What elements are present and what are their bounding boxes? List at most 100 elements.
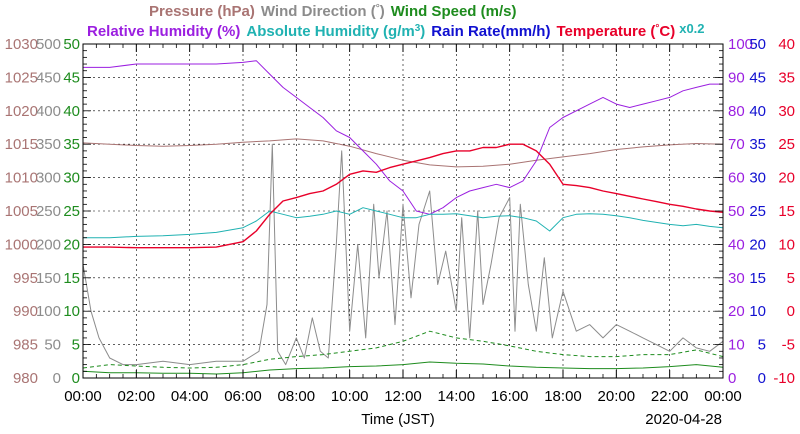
rain-tick-label: 25: [749, 203, 766, 220]
wind_direction-tick-label: 450: [36, 69, 61, 86]
wind_speed-tick-label: 35: [63, 136, 80, 153]
series-line-wind-speed-gust-m-s: [82, 330, 724, 369]
humidity-tick-label: 20: [728, 303, 745, 320]
x-tick-label: 00:00: [64, 388, 102, 405]
pressure-tick-label: 995: [13, 270, 38, 287]
legend-row-2: Relative Humidity (%) Absolute Humidity (…: [87, 21, 705, 40]
humidity-tick-label: 40: [728, 236, 745, 253]
temperature-tick-label: -10: [773, 370, 795, 387]
wind_direction-tick-label: 200: [36, 236, 61, 253]
rain-tick-label: 15: [749, 270, 766, 287]
temperature-tick-label: 10: [778, 236, 795, 253]
wind_speed-tick-label: 40: [63, 103, 80, 120]
rain-tick-label: 10: [749, 303, 766, 320]
x-tick-label: 00:00: [704, 388, 742, 405]
pressure-tick-label: 985: [13, 337, 38, 354]
temperature-tick-label: 5: [787, 270, 795, 287]
rain-tick-label: 5: [758, 337, 766, 354]
x-tick-label: 04:00: [171, 388, 209, 405]
wind_direction-tick-label: 350: [36, 136, 61, 153]
wind_direction-tick-label: 250: [36, 203, 61, 220]
legend-row1-text-item: Pressure (hPa): [149, 3, 255, 20]
x-tick-label: 10:00: [331, 388, 369, 405]
humidity-tick-label: 30: [728, 270, 745, 287]
series-line-relative-humidity: [83, 60, 723, 215]
wind_direction-tick-label: 500: [36, 36, 61, 53]
x-tick-label: 06:00: [224, 388, 262, 405]
legend-row-1: Pressure (hPa) Wind Direction (°) Wind Spe…: [149, 3, 516, 21]
humidity-tick-label: 60: [728, 170, 745, 187]
pressure-tick-label: 1005: [5, 203, 38, 220]
legend-row1-text-item: ): [380, 3, 385, 20]
legend-row2-text-item: ): [420, 23, 425, 40]
humidity-tick-label: 50: [728, 203, 745, 220]
wind_direction-tick-label: 150: [36, 270, 61, 287]
legend-row2-text-item: C): [659, 23, 675, 40]
temperature-tick-label: 35: [778, 69, 795, 86]
legend-row2-text-item: Rain Rate(mm/h): [431, 23, 550, 40]
legend-row1-text-item: Wind Speed (m/s): [391, 3, 517, 20]
rain-tick-label: 45: [749, 69, 766, 86]
rain-tick-label: 50: [749, 36, 766, 53]
legend-row2-text-item: °: [655, 23, 659, 34]
humidity-tick-label: 90: [728, 69, 745, 86]
wind_speed-tick-label: 15: [63, 270, 80, 287]
pressure-tick-label: 1010: [5, 170, 38, 187]
wind_speed-tick-label: 45: [63, 69, 80, 86]
x-tick-label: 16:00: [491, 388, 529, 405]
wind_direction-tick-label: 300: [36, 170, 61, 187]
humidity-tick-label: 80: [728, 103, 745, 120]
wind_speed-tick-label: 5: [72, 337, 80, 354]
pressure-tick-label: 990: [13, 303, 38, 320]
temperature-tick-label: -5: [782, 337, 795, 354]
legend-row2-text-item: Relative Humidity (%): [87, 23, 240, 40]
pressure-tick-label: 1025: [5, 69, 38, 86]
series-line-wind-direction: [82, 143, 724, 366]
temperature-tick-label: 20: [778, 170, 795, 187]
rain-tick-label: 35: [749, 136, 766, 153]
wind_speed-tick-label: 50: [63, 36, 80, 53]
wind_speed-tick-label: 10: [63, 303, 80, 320]
pressure-tick-label: 1000: [5, 236, 38, 253]
legend-row2-text-item: Absolute Humidity (g/m: [246, 23, 414, 40]
wind_speed-tick-label: 30: [63, 170, 80, 187]
legend-row1-text: Pressure (hPa) Wind Direction (°) Wind Spe…: [149, 3, 516, 21]
temperature-tick-label: 25: [778, 136, 795, 153]
x-tick-label: 20:00: [598, 388, 636, 405]
series-line-temperature-c: [83, 143, 724, 249]
humidity-tick-label: 10: [728, 337, 745, 354]
pressure-tick-label: 1030: [5, 36, 38, 53]
date-label: 2020-04-28: [645, 411, 722, 428]
series-line-absolute-humidity-g-m3-x0-2: [83, 207, 724, 239]
x-tick-label: 08:00: [278, 388, 316, 405]
rain-tick-label: 40: [749, 103, 766, 120]
x-tick-label: 14:00: [438, 388, 476, 405]
rain-tick-label: 0: [758, 370, 766, 387]
wind_speed-tick-label: 0: [72, 370, 80, 387]
wind_direction-tick-label: 0: [53, 370, 61, 387]
wind_speed-tick-label: 25: [63, 203, 80, 220]
humidity-tick-label: 0: [728, 370, 736, 387]
humidity-tick-label: 70: [728, 136, 745, 153]
temperature-tick-label: 15: [778, 203, 795, 220]
rain-tick-label: 20: [749, 236, 766, 253]
legend-row1-text-item: Wind Direction (: [261, 3, 376, 20]
wind_speed-tick-label: 20: [63, 236, 80, 253]
rain-tick-label: 30: [749, 170, 766, 187]
x-tick-label: 22:00: [651, 388, 689, 405]
pressure-tick-label: 1015: [5, 136, 38, 153]
legend-row1-text-item: °: [376, 3, 380, 14]
legend-row2-text-item: Temperature (: [556, 23, 655, 40]
x-tick-label: 18:00: [544, 388, 582, 405]
humidity-tick-label: 100: [728, 36, 753, 53]
x-axis-tick-labels: 00:00 02:00 04:00 06:00 08:00 10:00 12:00 14:00…: [64, 388, 742, 405]
legend-row2-text: Relative Humidity (%) Absolute Humidity (…: [87, 21, 705, 40]
y-axis-tick-labels: 1030102510201015101010051000995990985980…: [5, 36, 795, 387]
legend-row2-text-item: 3: [415, 23, 421, 34]
wind_direction-tick-label: 100: [36, 303, 61, 320]
grid: [83, 44, 723, 378]
x-tick-label: 12:00: [384, 388, 422, 405]
temperature-tick-label: 0: [787, 303, 795, 320]
